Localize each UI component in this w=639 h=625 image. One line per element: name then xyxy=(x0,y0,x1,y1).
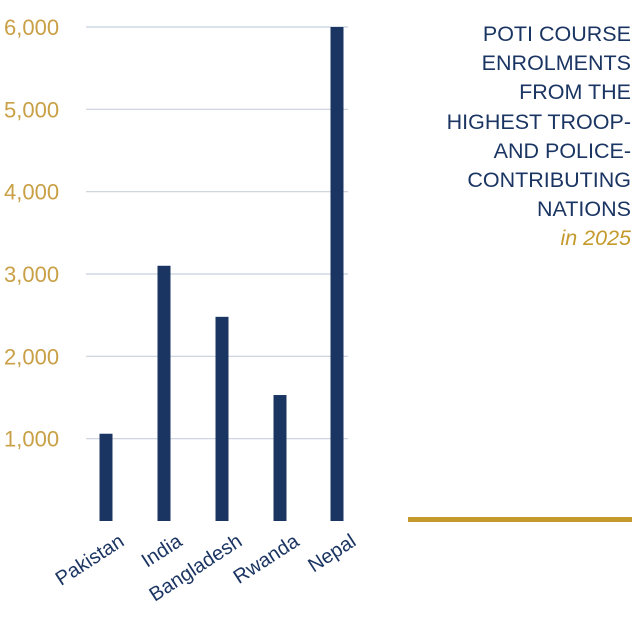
bar-chart: 1,000 2,000 3,000 4,000 5,000 6,000 Pakistan I… xyxy=(4,15,360,606)
y-tick-label: 2,000 xyxy=(4,344,59,369)
chart-subtitle: in 2025 xyxy=(560,226,631,251)
bar xyxy=(273,395,287,521)
y-axis-tick-labels: 1,000 2,000 3,000 4,000 5,000 6,000 xyxy=(4,15,59,452)
bars xyxy=(99,27,344,521)
bar xyxy=(330,27,344,521)
chart-title-line: AND POLICE- xyxy=(493,138,631,163)
chart-title-line: NATIONS xyxy=(537,197,631,222)
chart-title-line: HIGHEST TROOP- xyxy=(446,109,631,134)
y-tick-label: 5,000 xyxy=(4,97,59,122)
bar xyxy=(215,316,229,521)
grid-lines xyxy=(86,26,348,440)
chart-title-line: CONTRIBUTING xyxy=(467,168,631,193)
x-category-label: Nepal xyxy=(304,530,360,577)
y-tick-label: 1,000 xyxy=(4,427,59,452)
y-tick-label: 6,000 xyxy=(4,15,59,40)
y-tick-label: 4,000 xyxy=(4,180,59,205)
chart-title-line: ENROLMENTS xyxy=(481,51,631,76)
chart-title-line: POTI COURSE xyxy=(482,22,631,46)
bar xyxy=(99,433,113,521)
y-tick-label: 3,000 xyxy=(4,262,59,287)
bar xyxy=(157,265,171,521)
accent-divider-rule xyxy=(408,517,632,522)
x-category-label: Rwanda xyxy=(230,530,304,589)
x-category-label: Pakistan xyxy=(52,530,128,590)
chart-title-block: POTI COURSE ENROLMENTS FROM THE HIGHEST … xyxy=(381,20,631,254)
chart-title-line: FROM THE xyxy=(519,80,631,105)
